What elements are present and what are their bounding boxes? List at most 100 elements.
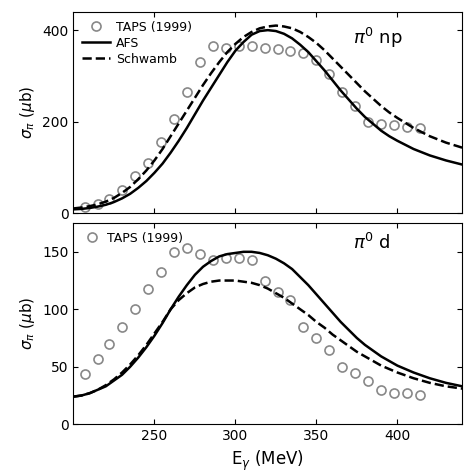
AFS <box>362 342 368 348</box>
Schwamb <box>305 312 311 318</box>
AFS <box>103 383 109 389</box>
Schwamb <box>119 370 125 375</box>
Schwamb <box>249 280 255 286</box>
Text: $\pi^{0}$ np: $\pi^{0}$ np <box>353 26 403 50</box>
Schwamb <box>289 26 295 31</box>
Schwamb <box>257 283 263 288</box>
TAPS (1999) <box>158 270 164 275</box>
AFS <box>95 204 100 210</box>
Line: AFS: AFS <box>73 30 462 210</box>
AFS <box>443 157 449 163</box>
AFS <box>79 392 84 398</box>
AFS <box>176 138 182 144</box>
AFS <box>459 162 465 167</box>
AFS <box>305 283 311 288</box>
TAPS (1999) <box>145 160 151 165</box>
AFS <box>394 363 400 368</box>
Y-axis label: $\sigma_{\pi}$ ($\mu$b): $\sigma_{\pi}$ ($\mu$b) <box>18 86 37 139</box>
AFS <box>305 49 311 55</box>
AFS <box>265 253 271 258</box>
Schwamb <box>192 95 198 100</box>
Schwamb <box>370 96 376 101</box>
Schwamb <box>427 380 433 386</box>
Schwamb <box>160 146 165 152</box>
AFS <box>200 264 206 270</box>
AFS <box>184 125 190 131</box>
TAPS (1999) <box>249 257 255 263</box>
Schwamb <box>330 55 336 61</box>
AFS <box>87 205 92 211</box>
Schwamb <box>225 49 230 55</box>
TAPS (1999) <box>145 286 151 292</box>
AFS <box>168 150 173 155</box>
Schwamb <box>322 325 328 330</box>
Schwamb <box>176 120 182 126</box>
Line: AFS: AFS <box>73 252 462 397</box>
Schwamb <box>71 206 76 211</box>
TAPS (1999) <box>339 364 345 370</box>
TAPS (1999) <box>95 356 100 362</box>
Schwamb <box>362 354 368 359</box>
TAPS (1999) <box>223 46 228 51</box>
Schwamb <box>313 40 319 46</box>
Schwamb <box>152 157 157 163</box>
TAPS (1999) <box>288 297 293 303</box>
Schwamb <box>208 279 214 284</box>
TAPS (1999) <box>327 346 332 352</box>
Schwamb <box>289 301 295 306</box>
Schwamb <box>233 41 238 47</box>
Schwamb <box>459 386 465 392</box>
Schwamb <box>136 352 141 358</box>
Schwamb <box>378 103 384 109</box>
TAPS (1999) <box>184 89 190 95</box>
AFS <box>216 72 222 78</box>
TAPS (1999) <box>106 196 112 202</box>
Schwamb <box>370 358 376 364</box>
AFS <box>192 272 198 278</box>
AFS <box>216 254 222 259</box>
TAPS (1999) <box>171 249 177 255</box>
AFS <box>346 327 352 333</box>
AFS <box>136 355 141 360</box>
AFS <box>281 31 287 36</box>
TAPS (1999) <box>262 46 267 51</box>
Schwamb <box>410 375 416 381</box>
TAPS (1999) <box>313 335 319 341</box>
Line: TAPS (1999): TAPS (1999) <box>80 42 425 211</box>
AFS <box>330 310 336 316</box>
Line: TAPS (1999): TAPS (1999) <box>80 244 425 400</box>
Schwamb <box>386 366 392 372</box>
TAPS (1999) <box>210 43 216 49</box>
Schwamb <box>386 109 392 115</box>
AFS <box>79 206 84 212</box>
TAPS (1999) <box>365 378 371 383</box>
Schwamb <box>136 176 141 182</box>
TAPS (1999) <box>171 117 177 122</box>
TAPS (1999) <box>274 46 280 52</box>
Schwamb <box>322 47 328 53</box>
Schwamb <box>313 319 319 325</box>
AFS <box>128 364 133 370</box>
AFS <box>386 358 392 364</box>
Schwamb <box>200 281 206 287</box>
AFS <box>378 128 384 134</box>
Schwamb <box>297 306 303 312</box>
Schwamb <box>305 34 311 40</box>
AFS <box>160 161 165 166</box>
Schwamb <box>103 199 109 204</box>
TAPS (1999) <box>184 246 190 251</box>
AFS <box>289 36 295 41</box>
Schwamb <box>249 29 255 35</box>
TAPS (1999) <box>288 48 293 54</box>
TAPS (1999) <box>301 324 306 329</box>
AFS <box>370 121 376 127</box>
Schwamb <box>71 394 76 400</box>
Schwamb <box>273 291 279 296</box>
AFS <box>103 202 109 208</box>
TAPS (1999) <box>249 43 255 49</box>
X-axis label: E$_{\gamma}$ (MeV): E$_{\gamma}$ (MeV) <box>231 449 304 473</box>
Schwamb <box>241 279 246 284</box>
Schwamb <box>443 383 449 389</box>
AFS <box>322 67 328 73</box>
TAPS (1999) <box>274 289 280 295</box>
